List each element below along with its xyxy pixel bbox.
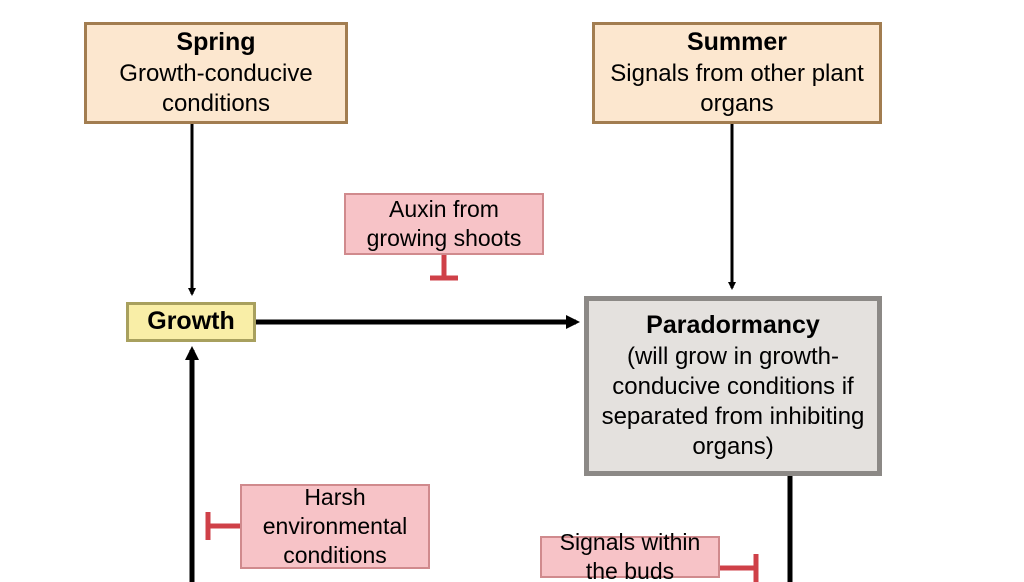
node-summer-subtitle: Signals from other plant organs <box>595 59 879 119</box>
node-paradormancy-subtitle: (will grow in growth-conducive condition… <box>589 342 877 462</box>
node-paradormancy: Paradormancy (will grow in growth-conduc… <box>584 296 882 476</box>
label-harsh-text: Harsh environmental conditions <box>242 483 428 569</box>
node-summer-title: Summer <box>687 27 787 58</box>
label-auxin-text: Auxin from growing shoots <box>346 195 542 253</box>
node-summer: Summer Signals from other plant organs <box>592 22 882 124</box>
node-growth-title: Growth <box>147 306 235 337</box>
node-spring-title: Spring <box>176 27 255 58</box>
node-spring-subtitle: Growth-conducive conditions <box>87 59 345 119</box>
node-spring: Spring Growth-conducive conditions <box>84 22 348 124</box>
label-harsh: Harsh environmental conditions <box>240 484 430 569</box>
label-signals-text: Signals within the buds <box>542 528 718 582</box>
node-paradormancy-title: Paradormancy <box>646 310 820 341</box>
label-signals: Signals within the buds <box>540 536 720 578</box>
node-growth: Growth <box>126 302 256 342</box>
label-auxin: Auxin from growing shoots <box>344 193 544 255</box>
